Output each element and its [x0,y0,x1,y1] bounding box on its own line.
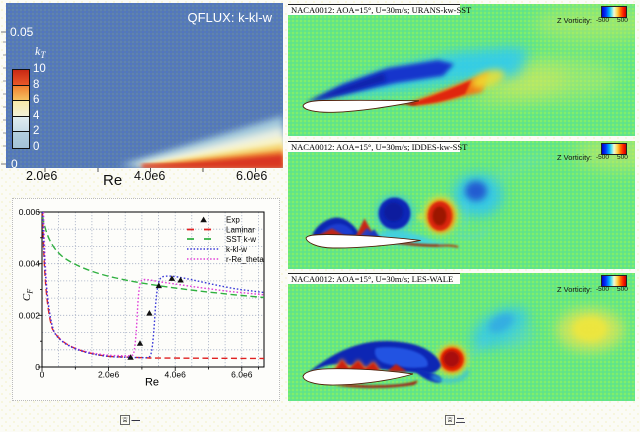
svg-text:4.0e6: 4.0e6 [165,370,187,380]
svg-text:r-Re_theta: r-Re_theta [226,255,264,264]
svg-text:Laminar: Laminar [226,225,255,234]
svg-text:0.006: 0.006 [19,207,41,217]
svg-text:CF: CF [21,289,35,301]
svg-text:Re: Re [145,377,159,389]
svg-text:Exp: Exp [226,216,240,225]
svg-text:2.0e6: 2.0e6 [98,370,120,380]
svg-text:6.0e6: 6.0e6 [231,370,253,380]
svg-text:0.002: 0.002 [19,310,41,320]
svg-text:SST k-w: SST k-w [226,235,256,244]
svg-text:k-kl-w: k-kl-w [226,245,247,254]
svg-text:0: 0 [35,362,40,372]
svg-text:0: 0 [40,370,45,380]
svg-text:0.004: 0.004 [19,259,41,269]
